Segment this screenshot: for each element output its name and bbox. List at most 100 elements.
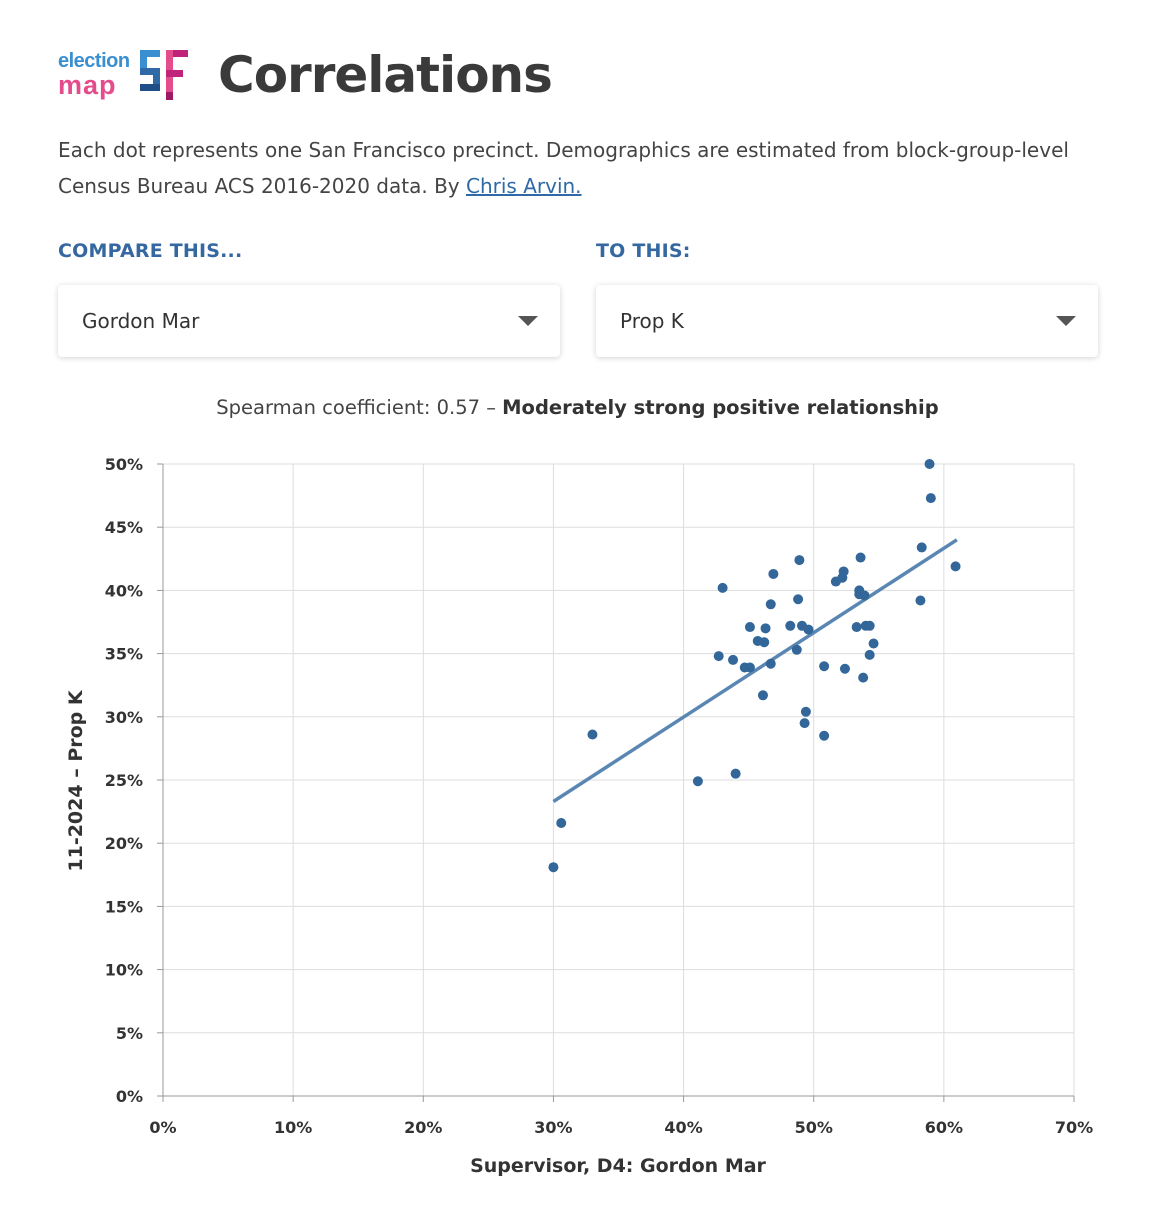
y-tick-label: 5% — [116, 1024, 143, 1043]
x-axis-title: Supervisor, D4: Gordon Mar — [470, 1155, 766, 1177]
compare-label: COMPARE THIS... — [58, 240, 243, 262]
y-tick: 20% — [105, 834, 143, 853]
scatter-chart: 0% 10% 20% 30% 40% 50% 60% 70% 0% 5% 10% 15% 20% 25% 3… — [65, 455, 1093, 1177]
x-tick: 10% — [274, 1118, 312, 1137]
x-tick: 50% — [795, 1118, 833, 1137]
x-tick: 30% — [534, 1118, 572, 1137]
precinct-point — [855, 552, 866, 563]
precinct-point — [556, 817, 567, 828]
precinct-point — [768, 568, 779, 579]
y-tick: 45% — [105, 518, 143, 537]
precinct-point — [730, 768, 741, 779]
y-tick-label: 25% — [105, 771, 143, 790]
to-select-value: Prop K — [620, 309, 684, 333]
y-tick-label: 10% — [105, 961, 143, 980]
y-tick-label: 20% — [105, 834, 143, 853]
trendline-group — [552, 538, 958, 803]
x-tick-label: 20% — [404, 1118, 442, 1137]
precinct-point — [838, 566, 849, 577]
y-tick: 35% — [105, 645, 143, 664]
precinct-point — [793, 594, 804, 605]
precinct-point — [859, 590, 870, 601]
precinct-point — [692, 776, 703, 787]
precinct-point — [785, 620, 796, 631]
precinct-point — [864, 620, 875, 631]
precinct-point — [744, 662, 755, 673]
compare-select-value: Gordon Mar — [82, 309, 200, 333]
precinct-point — [950, 561, 961, 572]
precinct-point — [765, 599, 776, 610]
x-tick-label: 30% — [534, 1118, 572, 1137]
precinct-point — [791, 644, 802, 655]
precinct-point — [744, 622, 755, 633]
x-tick: 60% — [925, 1118, 963, 1137]
y-tick-label: 15% — [105, 897, 143, 916]
x-tick: 40% — [664, 1118, 702, 1137]
x-tick: 20% — [404, 1118, 442, 1137]
electionmap-sf-logo[interactable]: election map — [58, 44, 198, 106]
x-tick: 0% — [149, 1118, 176, 1137]
y-tick: 40% — [105, 581, 143, 600]
precinct-point — [757, 690, 768, 701]
precinct-point — [548, 862, 559, 873]
x-tick-label: 0% — [149, 1118, 176, 1137]
author-link[interactable]: Chris Arvin. — [466, 174, 582, 198]
precinct-point — [916, 542, 927, 553]
spearman-coefficient: Spearman coefficient: 0.57 – Moderately … — [0, 396, 1155, 419]
precinct-point — [759, 637, 770, 648]
logo-sf-mark — [138, 48, 192, 102]
logo-map-text: map — [58, 70, 117, 100]
y-axis-title: 11-2024 – Prop K — [65, 689, 87, 872]
precinct-point — [924, 459, 935, 469]
trendline — [552, 538, 958, 803]
precinct-point — [915, 595, 926, 606]
precinct-point — [799, 718, 810, 729]
chevron-down-icon — [1056, 316, 1076, 326]
page-header: election map Correlations — [58, 44, 553, 106]
precinct-point — [803, 624, 814, 635]
y-tick: 0% — [116, 1087, 143, 1106]
y-tick-label: 40% — [105, 581, 143, 600]
precinct-point — [800, 706, 811, 717]
precinct-point — [717, 582, 728, 593]
y-tick-label: 35% — [105, 645, 143, 664]
x-tick-label: 40% — [664, 1118, 702, 1137]
y-tick-label: 45% — [105, 518, 143, 537]
page-title: Correlations — [218, 46, 553, 104]
y-tick: 50% — [105, 455, 143, 474]
x-tick-label: 60% — [925, 1118, 963, 1137]
precinct-point — [728, 654, 739, 665]
x-tick-label: 50% — [795, 1118, 833, 1137]
x-tick-label: 70% — [1055, 1118, 1093, 1137]
precinct-point — [760, 623, 771, 634]
intro-text: Each dot represents one San Francisco pr… — [58, 138, 1069, 198]
coefficient-prefix: Spearman coefficient: 0.57 – — [216, 396, 503, 419]
precinct-point — [839, 663, 850, 674]
precinct-point — [819, 661, 830, 672]
logo-election-text: election — [58, 50, 130, 72]
chevron-down-icon — [518, 316, 538, 326]
precinct-point — [925, 493, 936, 504]
coefficient-strength: Moderately strong positive relationship — [502, 396, 939, 419]
logo-wordmark: election map — [58, 51, 130, 99]
intro-paragraph: Each dot represents one San Francisco pr… — [58, 132, 1108, 204]
y-tick-label: 0% — [116, 1087, 143, 1106]
precinct-point — [794, 555, 805, 566]
scatter-points — [548, 459, 961, 873]
compare-select[interactable]: Gordon Mar — [58, 285, 560, 357]
to-select[interactable]: Prop K — [596, 285, 1098, 357]
precinct-point — [868, 638, 879, 649]
y-tick: 15% — [105, 897, 143, 916]
precinct-point — [765, 658, 776, 669]
y-tick: 10% — [105, 961, 143, 980]
precinct-point — [819, 730, 830, 741]
axes: 0% 10% 20% 30% 40% 50% 60% 70% 0% 5% 10% 15% 20% 25% 3… — [105, 455, 1093, 1137]
y-tick: 30% — [105, 708, 143, 727]
precinct-point — [864, 649, 875, 660]
y-tick: 5% — [116, 1024, 143, 1043]
x-tick-label: 10% — [274, 1118, 312, 1137]
y-tick-label: 50% — [105, 455, 143, 474]
to-label: TO THIS: — [596, 240, 691, 262]
y-tick-label: 30% — [105, 708, 143, 727]
gridlines — [162, 463, 1075, 1097]
